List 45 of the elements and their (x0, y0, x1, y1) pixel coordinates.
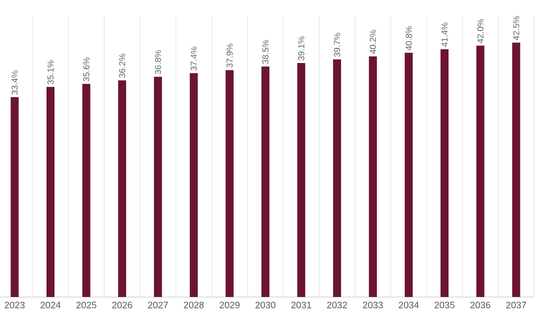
bar (333, 59, 342, 297)
data-label: 39.7% (334, 32, 340, 57)
data-label: 37.9% (226, 44, 233, 68)
bar (440, 49, 449, 297)
x-tick-label: 2035 (434, 302, 455, 308)
bar (10, 97, 19, 297)
data-label: 38.5% (262, 40, 268, 64)
bar (82, 84, 90, 297)
x-tick-label: 2037 (506, 302, 526, 308)
x-tick-label: 2033 (362, 302, 383, 308)
data-label: 33.4% (12, 70, 18, 94)
bar (261, 66, 270, 297)
data-label: 36.8% (154, 50, 162, 74)
x-tick-label: 2030 (256, 302, 276, 308)
x-tick-label: 2032 (327, 302, 347, 308)
data-label: 41.4% (442, 22, 448, 47)
x-tick-label: 2023 (4, 302, 25, 308)
bar (226, 70, 234, 297)
bar (512, 42, 520, 297)
data-label: 35.6% (83, 57, 90, 82)
bar (190, 73, 198, 297)
x-tick-label: 2028 (184, 302, 204, 308)
data-label: 37.4% (190, 46, 197, 71)
x-tick-label: 2036 (470, 302, 490, 308)
data-label: 35.1% (47, 60, 54, 84)
bar (404, 52, 413, 297)
data-label: 40.8% (406, 26, 412, 50)
x-tick-label: 2025 (76, 302, 96, 308)
data-label: 42.5% (513, 16, 520, 40)
x-tick-label: 2026 (112, 302, 132, 308)
data-label: 40.2% (370, 30, 376, 54)
data-label: 36.2% (119, 54, 126, 78)
bar (368, 56, 377, 297)
x-tick-label: 2029 (220, 302, 240, 308)
bar (476, 46, 484, 297)
bar (297, 62, 306, 297)
bar (46, 86, 54, 297)
bar (118, 80, 126, 297)
x-tick-label: 2024 (40, 302, 61, 308)
data-label: 42.0% (477, 19, 484, 44)
x-tick-label: 2031 (291, 302, 312, 308)
x-tick-label: 2027 (148, 302, 168, 308)
data-label: 39.1% (298, 36, 304, 60)
bar (154, 76, 162, 297)
x-tick-label: 2034 (398, 302, 419, 308)
